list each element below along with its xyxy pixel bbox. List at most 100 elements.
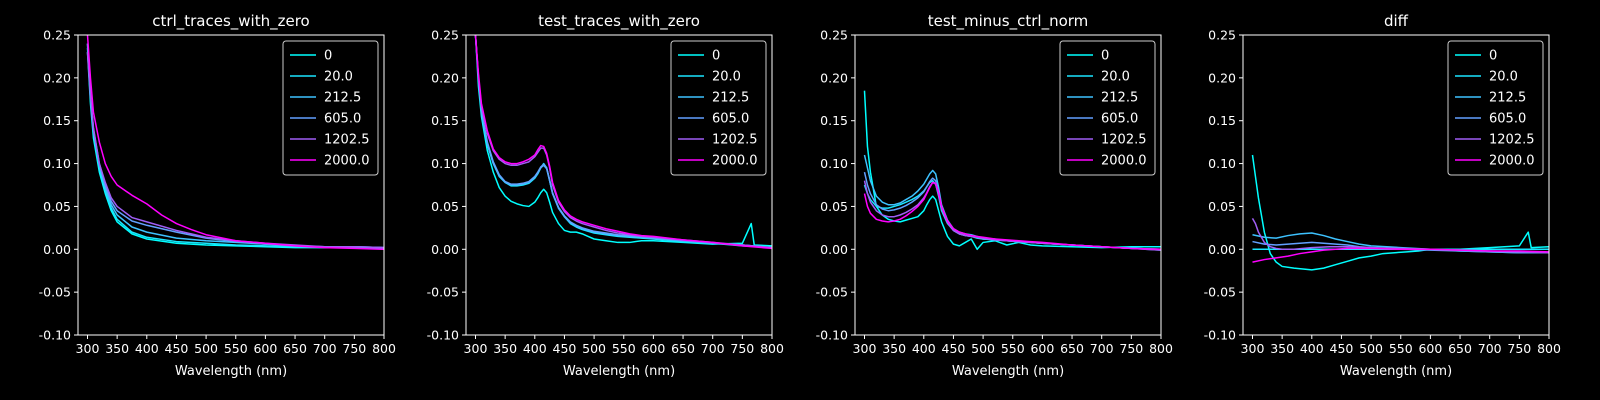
y-tick-label: 0.10	[1208, 156, 1236, 171]
y-tick-label: 0.25	[820, 28, 848, 43]
legend-label: 20.0	[1489, 70, 1518, 85]
x-tick-label: 500	[971, 341, 995, 356]
legend-label: 20.0	[712, 70, 741, 85]
x-tick-label: 500	[1359, 341, 1383, 356]
x-tick-label: 750	[1507, 341, 1531, 356]
x-tick-label: 400	[523, 341, 547, 356]
legend-label: 0	[712, 49, 720, 64]
x-tick-label: 550	[1389, 341, 1413, 356]
chart-panel-4: diff 300 350 400 450 500 550 600 650 700 750 800 -0.…	[1204, 12, 1561, 379]
y-tick-label: 0.10	[820, 156, 848, 171]
x-tick-label: 300	[1241, 341, 1265, 356]
y-tick-label: 0.25	[43, 28, 71, 43]
legend-label: 212.5	[324, 91, 361, 106]
y-tick-label: 0.00	[820, 242, 848, 257]
chart-panel-1: ctrl_traces_with_zero 300 350 400 450 500 550 6…	[39, 12, 396, 379]
x-tick-label: 500	[582, 341, 606, 356]
legend-label: 2000.0	[324, 154, 370, 169]
series-line-0	[1251, 154, 1549, 271]
legend-label: 1202.5	[324, 133, 370, 148]
x-tick-label: 600	[253, 341, 277, 356]
series-line-0	[863, 90, 1161, 251]
legend-label: 0	[1489, 49, 1497, 64]
y-tick-label: 0.00	[1208, 242, 1236, 257]
legend: 0 20.0 212.5 605.0 1202.5 2000.0	[670, 40, 767, 176]
legend-label: 0	[1101, 49, 1109, 64]
legend-box	[1447, 40, 1544, 176]
x-tick-label: 750	[1119, 341, 1143, 356]
y-tick-label: -0.05	[816, 285, 848, 300]
series-line-2000.0	[863, 181, 1161, 251]
series-line-2000.0	[1252, 247, 1549, 263]
x-tick-label: 450	[1330, 341, 1354, 356]
x-tick-label: 800	[760, 341, 784, 356]
series-group	[474, 35, 772, 250]
series-line-2000.0	[474, 35, 772, 250]
x-axis-label: Wavelength (nm)	[952, 364, 1064, 379]
x-tick-label: 350	[105, 341, 129, 356]
chart-title: test_minus_ctrl_norm	[928, 12, 1089, 31]
y-tick-label: 0.15	[820, 113, 848, 128]
chart-title: diff	[1384, 12, 1409, 30]
x-tick-label: 750	[730, 341, 754, 356]
plot-frame	[77, 34, 385, 336]
x-tick-label: 450	[942, 341, 966, 356]
y-tick-label: 0.15	[431, 113, 459, 128]
series-line-0	[474, 35, 772, 247]
legend: 0 20.0 212.5 605.0 1202.5 2000.0	[1059, 40, 1156, 176]
series-group	[86, 35, 384, 251]
series-line-20.0	[863, 179, 1161, 251]
y-tick-label: -0.05	[427, 285, 459, 300]
legend-label: 0	[324, 49, 332, 64]
chart-panel-2: test_traces_with_zero 300 350 400 450 500 550 6…	[427, 12, 784, 379]
x-tick-label: 700	[313, 341, 337, 356]
legend-label: 212.5	[1101, 91, 1138, 106]
x-axis-label: Wavelength (nm)	[175, 364, 287, 379]
legend-label: 2000.0	[1489, 154, 1535, 169]
y-tick-label: 0.15	[43, 113, 71, 128]
legend-label: 212.5	[1489, 91, 1526, 106]
x-tick-label: 700	[701, 341, 725, 356]
x-tick-label: 700	[1478, 341, 1502, 356]
y-tick-label: -0.10	[1204, 328, 1236, 343]
x-tick-label: 800	[1149, 341, 1173, 356]
y-tick-label: -0.10	[39, 328, 71, 343]
y-tick-label: 0.15	[1208, 113, 1236, 128]
y-tick-label: -0.05	[1204, 285, 1236, 300]
x-tick-label: 400	[135, 341, 159, 356]
y-tick-label: 0.25	[431, 28, 459, 43]
x-tick-label: 300	[76, 341, 100, 356]
y-tick-label: 0.25	[1208, 28, 1236, 43]
x-tick-label: 350	[882, 341, 906, 356]
x-tick-label: 300	[464, 341, 488, 356]
x-tick-label: 600	[1030, 341, 1054, 356]
x-tick-label: 450	[553, 341, 577, 356]
chart-title: test_traces_with_zero	[538, 12, 700, 31]
x-tick-label: 700	[1090, 341, 1114, 356]
x-tick-label: 550	[612, 341, 636, 356]
plot-frame	[854, 34, 1162, 336]
x-tick-label: 350	[1270, 341, 1294, 356]
x-tick-label: 450	[165, 341, 189, 356]
legend-label: 20.0	[324, 70, 353, 85]
x-tick-label: 400	[1300, 341, 1324, 356]
legend-label: 20.0	[1101, 70, 1130, 85]
plot-frame	[1242, 34, 1550, 336]
y-tick-label: 0.05	[1208, 199, 1236, 214]
x-tick-label: 350	[493, 341, 517, 356]
x-tick-label: 550	[1001, 341, 1025, 356]
y-tick-label: 0.20	[43, 70, 71, 85]
y-tick-label: 0.20	[820, 70, 848, 85]
x-tick-label: 650	[1448, 341, 1472, 356]
x-tick-label: 800	[372, 341, 396, 356]
series-line-2000.0	[86, 35, 384, 251]
legend-label: 605.0	[712, 112, 749, 127]
x-tick-label: 400	[912, 341, 936, 356]
x-tick-label: 600	[641, 341, 665, 356]
series-group	[863, 90, 1161, 251]
legend-box	[282, 40, 379, 176]
legend: 0 20.0 212.5 605.0 1202.5 2000.0	[282, 40, 379, 176]
x-tick-label: 650	[671, 341, 695, 356]
legend-label: 2000.0	[712, 154, 758, 169]
